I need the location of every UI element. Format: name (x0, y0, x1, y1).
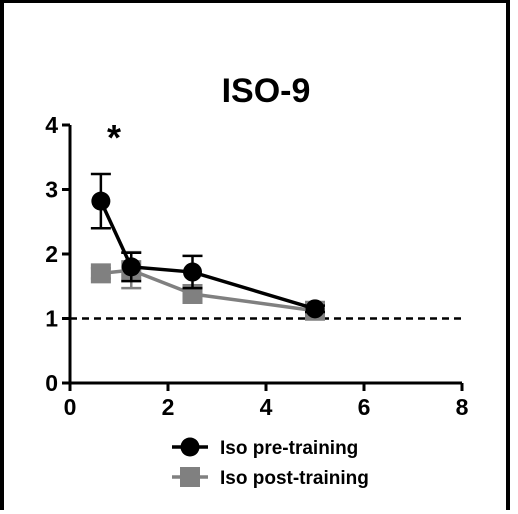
y-tick-label: 4 (45, 112, 58, 138)
chart-frame (0, 0, 510, 510)
legend-item: Iso post-training (172, 467, 369, 489)
x-tick-label: 6 (358, 394, 371, 420)
y-tick-label: 3 (45, 177, 58, 203)
chart-title: ISO-9 (222, 72, 311, 110)
x-tick-label: 0 (64, 394, 77, 420)
axes: 0 1 2 3 4 0 2 4 6 8 (45, 112, 468, 420)
legend-label: Iso post-training (220, 468, 369, 489)
y-tick-label: 1 (45, 306, 58, 332)
y-tick-label: 2 (45, 241, 58, 267)
data-point (121, 257, 141, 277)
series-line (100, 268, 316, 313)
data-point (183, 262, 202, 282)
x-tick-label: 2 (162, 394, 175, 420)
series-iso-pre-training (90, 172, 325, 319)
legend-label: Iso pre-training (220, 438, 358, 459)
series-layer (90, 172, 325, 321)
data-point (91, 191, 111, 211)
legend-marker (180, 437, 200, 457)
legend: Iso pre-training Iso post-training (172, 437, 369, 489)
legend-item: Iso pre-training (172, 437, 358, 459)
x-tick-label: 8 (456, 394, 469, 420)
data-point (305, 299, 325, 319)
x-tick-label: 4 (260, 394, 273, 420)
series-line (99, 200, 316, 311)
legend-marker (180, 467, 200, 487)
data-point (90, 263, 111, 284)
y-tick-label: 0 (45, 370, 58, 396)
significance-asterisk: * (107, 117, 121, 158)
